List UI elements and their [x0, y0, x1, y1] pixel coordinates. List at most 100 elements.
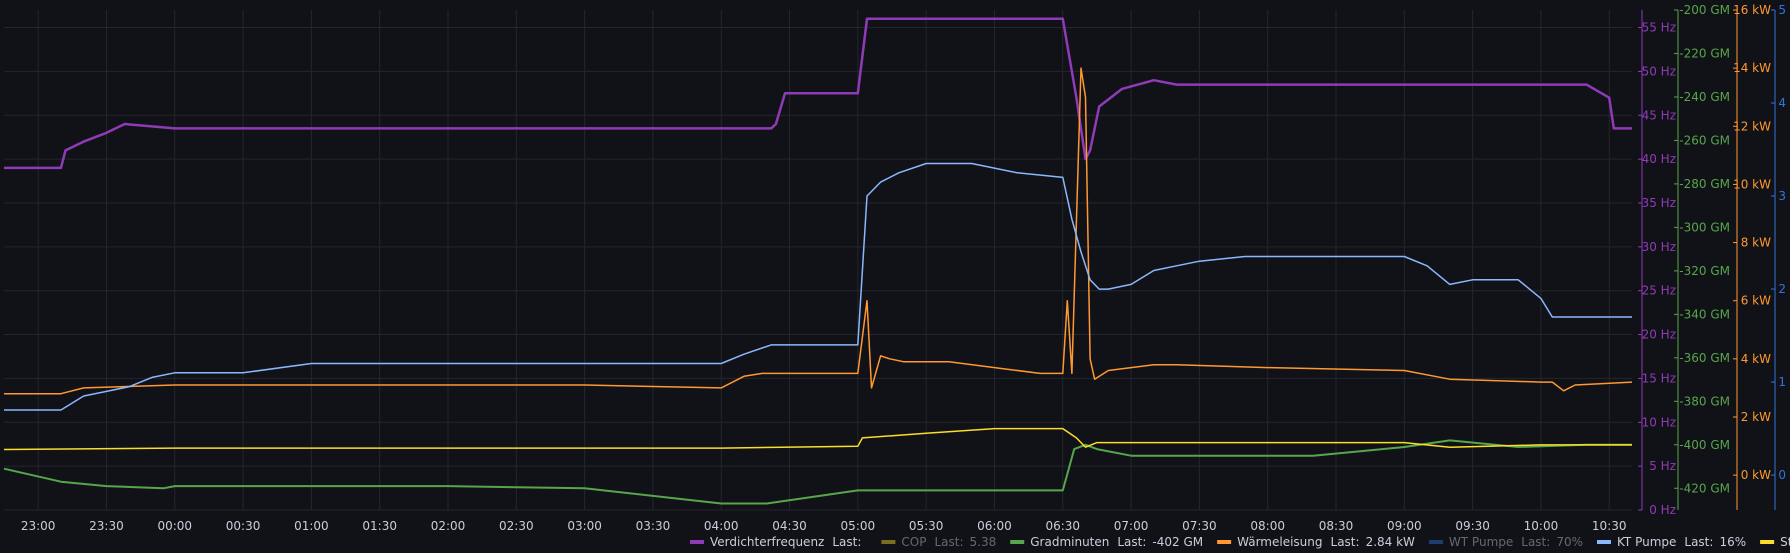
hz-tick-label: 40 Hz: [1642, 152, 1676, 166]
hz-tick-label: 20 Hz: [1642, 328, 1676, 342]
gm-tick-label: -260 GM: [1679, 133, 1730, 147]
series-line-stromaufnahme[interactable]: [3, 427, 1632, 451]
legend-item[interactable]: WT Pumpe Last: 70%: [1428, 535, 1583, 549]
pct-tick-label: 5: [1778, 3, 1786, 17]
kw-tick-label: 16 kW: [1733, 3, 1771, 17]
legend-swatch: [1428, 540, 1443, 544]
x-tick-label: 03:30: [636, 519, 671, 533]
kw-tick-label: 8 kW: [1741, 236, 1771, 250]
legend-item[interactable]: StromaufnahmeLas: [1760, 535, 1790, 549]
x-tick-label: 04:30: [772, 519, 807, 533]
plot-area[interactable]: [3, 17, 1633, 505]
kw-tick-label: 2 kW: [1741, 410, 1771, 424]
x-tick-label: 01:00: [294, 519, 329, 533]
x-tick-label: 23:30: [89, 519, 124, 533]
legend-swatch: [1010, 540, 1025, 544]
pct-tick-label: 2: [1778, 282, 1786, 296]
hz-tick-label: 15 Hz: [1642, 371, 1676, 385]
legend-item[interactable]: KT Pumpe Last: 16%: [1596, 535, 1746, 549]
gm-tick-label: -420 GM: [1679, 481, 1730, 495]
x-tick-label: 01:30: [362, 519, 397, 533]
x-tick-label: 06:30: [1045, 519, 1080, 533]
legend-item[interactable]: Gradminuten Last: -402 GM: [1010, 535, 1203, 549]
legend-last-value: 5.38: [970, 535, 997, 549]
legend-last-value: 16%: [1719, 535, 1746, 549]
x-tick-label: 07:00: [1114, 519, 1149, 533]
series-line-kt-pumpe[interactable]: [4, 162, 1632, 411]
x-tick-label: 10:00: [1524, 519, 1559, 533]
x-tick-label: 05:00: [841, 519, 876, 533]
series-line-w-rmeleisung[interactable]: [4, 67, 1633, 395]
legend-series-name: Verdichterfrequenz: [710, 535, 824, 549]
hz-tick-label: 45 Hz: [1642, 108, 1676, 122]
pct-tick-label: 0: [1778, 468, 1786, 482]
gm-tick-label: -340 GM: [1679, 307, 1730, 321]
x-tick-label: 00:30: [226, 519, 261, 533]
kw-tick-label: 14 kW: [1733, 61, 1771, 75]
legend-last-label: Last:: [934, 535, 963, 549]
legend-series-name: COP: [901, 535, 926, 549]
pct-tick-label: 4: [1778, 96, 1786, 110]
x-tick-label: 23:00: [21, 519, 56, 533]
gm-tick-label: -200 GM: [1679, 3, 1730, 17]
kw-tick-label: 0 kW: [1741, 468, 1771, 482]
x-tick-label: 06:00: [977, 519, 1012, 533]
hz-tick-label: 55 Hz: [1642, 21, 1676, 35]
hz-tick-label: 25 Hz: [1642, 284, 1676, 298]
hz-tick-label: 10 Hz: [1642, 415, 1676, 429]
x-tick-label: 02:00: [431, 519, 466, 533]
legend-last-value: 2.84 kW: [1366, 535, 1415, 549]
hz-tick-label: 0 Hz: [1649, 503, 1676, 517]
legend-series-name: Stromaufnahme: [1780, 535, 1790, 549]
hz-tick-label: 30 Hz: [1642, 240, 1676, 254]
kw-tick-label: 4 kW: [1741, 352, 1771, 366]
x-tick-label: 10:30: [1592, 519, 1627, 533]
gm-tick-label: -240 GM: [1679, 90, 1730, 104]
legend-last-label: Last:: [1331, 535, 1360, 549]
kw-tick-label: 12 kW: [1733, 119, 1771, 133]
x-axis: 23:00 23:30 00:00 00:30 01:00 01:30 02:00 02:30…: [21, 519, 1627, 533]
legend-series-name: KT Pumpe: [1617, 535, 1676, 549]
legend-series-name: WT Pumpe: [1449, 535, 1513, 549]
gm-tick-label: -220 GM: [1679, 46, 1730, 60]
pct-tick-label: 3: [1778, 189, 1786, 203]
legend-last-value: -402 GM: [1152, 535, 1203, 549]
legend-last-label: Last:: [1117, 535, 1146, 549]
x-tick-label: 09:00: [1387, 519, 1422, 533]
legend-last-label: Last:: [1521, 535, 1550, 549]
legend-swatch: [690, 540, 704, 544]
x-tick-label: 07:30: [1182, 519, 1217, 533]
legend-last-value: 70%: [1556, 535, 1583, 549]
hz-tick-label: 5 Hz: [1649, 459, 1676, 473]
pct-tick-label: 1: [1778, 375, 1786, 389]
x-tick-label: 05:30: [909, 519, 944, 533]
legend-series-name: Gradminuten: [1030, 535, 1109, 549]
legend-item[interactable]: COP Last: 5.38: [881, 535, 996, 549]
x-tick-label: 09:30: [1455, 519, 1490, 533]
x-tick-label: 02:30: [499, 519, 534, 533]
legend-last-label: Last:: [1684, 535, 1713, 549]
kw-tick-label: 10 kW: [1733, 177, 1771, 191]
series-line-verdichterfrequenz[interactable]: [4, 17, 1632, 170]
gm-tick-label: -280 GM: [1679, 177, 1730, 191]
hz-tick-label: 50 Hz: [1642, 64, 1676, 78]
legend-item[interactable]: Wärmeleisung Last: 2.84 kW: [1217, 535, 1415, 549]
legend-item[interactable]: Verdichterfrequenz Last:: [690, 535, 861, 549]
gm-tick-label: -320 GM: [1679, 264, 1730, 278]
legend-series-name: Wärmeleisung: [1237, 535, 1322, 549]
x-tick-label: 08:00: [1250, 519, 1285, 533]
legend-swatch: [1596, 540, 1611, 544]
legend-swatch: [881, 540, 896, 544]
series-line-gradminuten[interactable]: [3, 439, 1632, 505]
legend-swatch: [1760, 540, 1775, 544]
gm-tick-label: -300 GM: [1679, 220, 1730, 234]
hz-tick-label: 35 Hz: [1642, 196, 1676, 210]
gm-tick-label: -380 GM: [1679, 394, 1730, 408]
legend: Verdichterfrequenz Last: COP Last: 5.38 Gradm…: [690, 535, 1790, 549]
x-tick-label: 00:00: [157, 519, 192, 533]
gm-tick-label: -400 GM: [1679, 438, 1730, 452]
legend-swatch: [1217, 540, 1232, 544]
kw-tick-label: 6 kW: [1741, 294, 1771, 308]
